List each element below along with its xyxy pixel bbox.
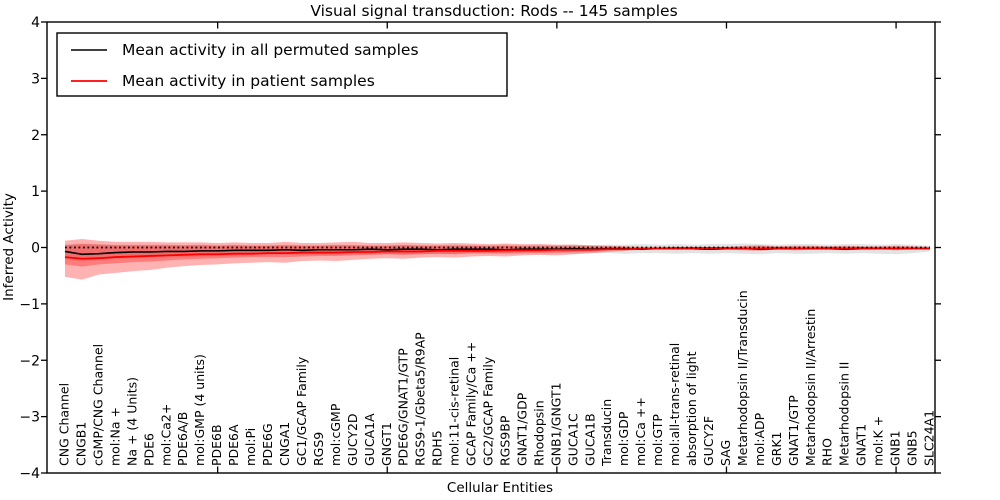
x-category-label: mol:Ca ++ <box>633 397 648 466</box>
x-category-label: Rhodopsin <box>531 400 546 466</box>
x-category-label: mol:all-trans-retinal <box>667 343 682 466</box>
x-category-label: GC1/GCAP Family <box>294 356 309 466</box>
x-category-label: RGS9-1/Gbeta5/R9AP <box>413 332 428 466</box>
x-category-label: GC2/GCAP Family <box>481 356 496 466</box>
x-category-label: PDE6A/B <box>175 412 190 466</box>
x-category-label: Metarhodopsin II <box>837 362 852 466</box>
x-category-label: GNAT1 <box>854 424 869 466</box>
legend-label-permuted: Mean activity in all permuted samples <box>122 41 419 59</box>
x-category-label: CNGB1 <box>73 422 88 466</box>
x-category-label: PDE6G/GNAT1/GTP <box>396 348 411 466</box>
x-category-label: GUCA1A <box>362 413 377 466</box>
x-category-label: RGS9BP <box>497 415 512 466</box>
y-tick-label: 4 <box>31 15 40 31</box>
x-category-label: RHO <box>820 438 835 466</box>
x-category-label: cGMP/CNG Channel <box>90 344 105 466</box>
y-tick-label: 0 <box>31 241 40 257</box>
x-category-label: mol:Na + <box>107 407 122 466</box>
x-category-label: mol:GTP <box>650 414 665 466</box>
y-tick-label: 1 <box>31 184 40 200</box>
y-axis-label: Inferred Activity <box>1 193 17 301</box>
x-category-label: GNGT1 <box>379 422 394 466</box>
x-category-label: Na + (4 Units) <box>124 377 139 466</box>
x-category-label: GUCY2F <box>701 416 716 466</box>
y-tick-labels: 4 3 2 1 0 −1 −2 −3 −4 <box>19 15 40 482</box>
y-tick-label: −1 <box>19 297 40 313</box>
y-tick-label: −4 <box>19 466 40 482</box>
x-category-label: mol:GMP (4 units) <box>192 354 207 466</box>
y-tick-label: 2 <box>31 128 40 144</box>
x-category-label: RDH5 <box>430 430 445 466</box>
x-category-label: PDE6G <box>260 423 275 466</box>
x-category-label: mol:ADP <box>752 412 767 466</box>
y-tick-label: 3 <box>31 71 40 87</box>
x-category-label: RGS9 <box>311 432 326 466</box>
x-category-label: mol:11-cis-retinal <box>447 357 462 466</box>
x-category-label: Transducin <box>599 399 614 467</box>
x-category-label: GNAT1/GDP <box>514 392 529 466</box>
legend-label-patient: Mean activity in patient samples <box>122 72 375 90</box>
x-category-label: CNGA1 <box>277 422 292 466</box>
x-category-label: mol:Ca2+ <box>158 404 173 466</box>
x-category-label: GNAT1/GTP <box>786 395 801 466</box>
legend: Mean activity in all permuted samples Me… <box>56 32 508 97</box>
x-category-label: GNB1 <box>888 430 903 466</box>
x-category-label: GUCA1C <box>565 413 580 466</box>
x-category-label: PDE6B <box>209 424 224 466</box>
y-tick-label: −3 <box>19 410 40 426</box>
x-category-label: Metarhodopsin II/Transducin <box>735 290 750 466</box>
x-category-label: mol:cGMP <box>328 403 343 466</box>
x-category-label: GUCY2D <box>345 413 360 466</box>
x-axis-label: Cellular Entities <box>447 480 553 496</box>
x-category-labels: CNG Channel CNGB1 cGMP/CNG Channel mol:Na +… <box>57 290 937 467</box>
series-lines <box>64 246 930 260</box>
x-category-label: CNG Channel <box>57 383 72 466</box>
x-category-label: PDE6A <box>226 424 241 466</box>
x-category-label: GNB5 <box>905 430 920 466</box>
x-category-label: SAG <box>718 440 733 466</box>
x-category-label: absorption of light <box>684 351 699 466</box>
x-category-label: Metarhodopsin II/Arrestin <box>803 309 818 466</box>
x-category-label: GUCA1B <box>582 413 597 466</box>
x-category-label: SLC24A1 <box>922 410 937 466</box>
x-category-label: mol:K + <box>871 416 886 466</box>
series-bands <box>65 239 930 280</box>
legend-box <box>56 32 508 97</box>
x-category-label: GRK1 <box>769 431 784 466</box>
x-category-label: GCAP Family/Ca ++ <box>464 342 479 466</box>
axis-ticks <box>41 21 941 474</box>
y-tick-label: −2 <box>19 353 40 369</box>
x-category-label: GNB1/GNGT1 <box>548 382 563 466</box>
x-category-label: mol:Pi <box>243 428 258 466</box>
x-category-label: mol:GDP <box>616 411 631 466</box>
chart-title: Visual signal transduction: Rods -- 145 … <box>310 2 677 20</box>
x-category-label: PDE6 <box>141 433 156 466</box>
